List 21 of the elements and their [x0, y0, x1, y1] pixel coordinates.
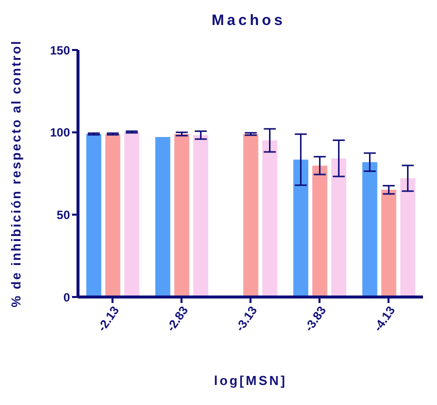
bar	[124, 132, 140, 297]
bar	[193, 135, 208, 297]
bar	[293, 160, 308, 297]
y-tick-label: 50	[56, 208, 70, 222]
bar	[105, 134, 120, 297]
bar	[362, 162, 378, 297]
y-axis-title: % de inhibición respecto al control	[8, 40, 24, 308]
bar	[174, 134, 190, 297]
chart-title: Machos	[210, 12, 286, 29]
bar	[262, 140, 278, 297]
bar	[155, 136, 170, 297]
bar	[331, 158, 346, 297]
y-tick-label: 0	[63, 290, 70, 304]
y-tick-label: 100	[50, 126, 70, 140]
bar	[243, 134, 258, 297]
bar	[86, 134, 102, 297]
bar	[381, 190, 396, 297]
bar	[312, 166, 328, 297]
bar	[400, 178, 416, 297]
x-axis-title: log[MSN]	[214, 373, 288, 388]
y-tick-label: 150	[50, 43, 70, 58]
